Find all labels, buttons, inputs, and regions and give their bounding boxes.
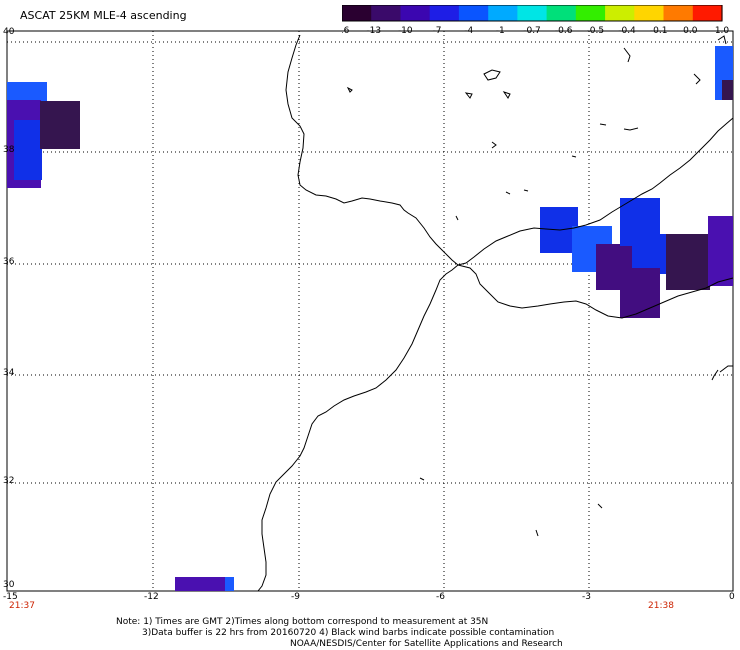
- wind-cell: [666, 234, 710, 290]
- island-10: [505, 191, 511, 195]
- map-frame: [6, 30, 734, 592]
- wind-cell: [722, 80, 733, 100]
- note-line-1: Note: 1) Times are GMT 2)Times along bot…: [116, 617, 489, 627]
- colorbar-swatch: [634, 5, 665, 21]
- lon-label-6: -6: [436, 592, 445, 602]
- wind-cell: [225, 577, 234, 591]
- colorbar-swatch: [371, 5, 401, 21]
- lon-label-0: 0: [729, 592, 735, 602]
- island-4: [346, 86, 353, 93]
- time-left: 21:37: [9, 601, 35, 611]
- island-8: [491, 141, 497, 149]
- island-6: [623, 127, 639, 131]
- time-right: 21:38: [648, 601, 674, 611]
- lon-label-9: -9: [291, 592, 300, 602]
- lon-label-12: -12: [144, 592, 159, 602]
- island-12: [455, 215, 459, 221]
- colorbar-swatch: [458, 5, 489, 21]
- island-14: [535, 529, 539, 537]
- wind-cell: [620, 268, 660, 318]
- colorbar-swatch: [517, 5, 548, 21]
- islands: [346, 35, 727, 537]
- island-5: [599, 123, 607, 126]
- lon-label-15: -15: [3, 592, 18, 602]
- colorbar-swatch: [692, 5, 723, 21]
- colorbar-swatch: [575, 5, 606, 21]
- colorbar-swatch: [488, 5, 518, 21]
- coastlines: [257, 34, 734, 592]
- wind-cell: [40, 101, 80, 149]
- colorbar-swatch: [663, 5, 694, 21]
- wind-cells: [7, 46, 733, 591]
- island-13: [419, 477, 425, 481]
- island-17: [717, 35, 727, 45]
- colorbar-swatch: [342, 5, 372, 21]
- colorbar-swatch: [400, 5, 431, 21]
- graticule: [7, 31, 733, 591]
- island-15: [597, 503, 603, 509]
- colorbar-swatch: [546, 5, 577, 21]
- coast-africa: [257, 264, 459, 592]
- note-line-2: 3)Data buffer is 22 hrs from 20160720 4)…: [142, 628, 555, 638]
- island-3: [502, 91, 511, 99]
- colorbar-frame: [342, 5, 723, 22]
- lat-label-32: 32: [3, 476, 15, 486]
- lat-label-34: 34: [3, 368, 15, 378]
- lat-label-30: 30: [3, 580, 15, 590]
- island-1: [483, 69, 501, 81]
- island-7: [571, 155, 577, 158]
- colorbar-swatch: [429, 5, 460, 21]
- wind-cell: [175, 577, 227, 591]
- lat-label-40: 40: [3, 27, 15, 37]
- lat-label-36: 36: [3, 257, 15, 267]
- coast-morocco-north: [457, 264, 734, 319]
- wind-cell: [632, 234, 668, 274]
- lat-label-38: 38: [3, 145, 15, 155]
- island-2: [464, 92, 473, 99]
- colorbar-swatches: [342, 5, 723, 22]
- coast-algeria-east: [711, 365, 733, 381]
- island-16: [693, 73, 701, 85]
- island-11: [523, 189, 529, 192]
- note-line-3: NOAA/NESDIS/Center for Satellite Applica…: [290, 639, 563, 649]
- lon-label-3: -3: [582, 592, 591, 602]
- coast-iberia-portugal: [285, 34, 734, 266]
- island-9: [623, 47, 631, 63]
- wind-cell: [14, 120, 42, 180]
- wind-cell: [708, 216, 733, 286]
- map-title: ASCAT 25KM MLE-4 ascending: [20, 9, 187, 22]
- colorbar-swatch: [605, 5, 635, 21]
